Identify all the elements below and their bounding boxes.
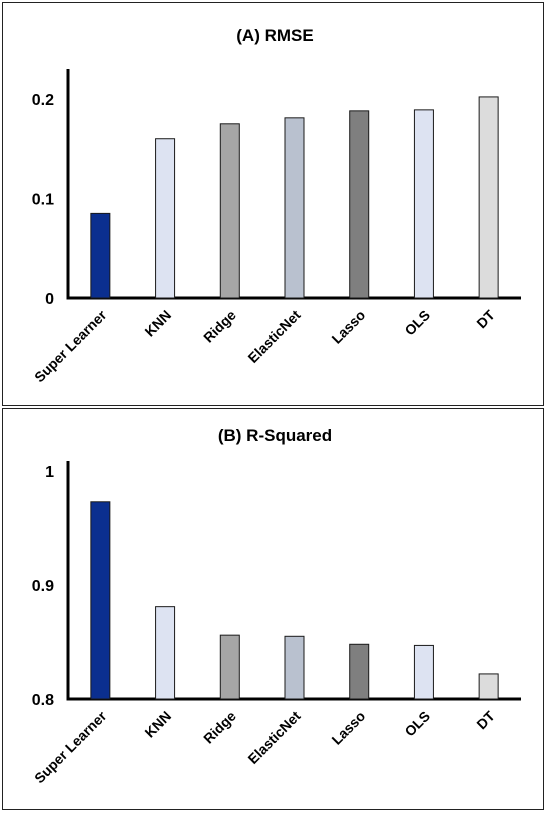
- rmse-chart-panel: (A) RMSE 0 0.1 0.2 Super Learner KNN Ridge Elas…: [2, 2, 544, 406]
- rmse-bar-super-learner: [90, 212, 111, 299]
- rmse-y-tick-label: 0: [45, 291, 54, 308]
- r2-bar-super-learner: [90, 501, 111, 700]
- r2-y-tick-label: 0.9: [32, 578, 54, 595]
- rmse-category-label: ElasticNet: [244, 307, 303, 366]
- rmse-category-label: DT: [473, 306, 498, 331]
- rmse-category-label: OLS: [401, 307, 433, 339]
- r2-category-label: Super Learner: [31, 707, 110, 786]
- rmse-chart-title: (A) RMSE: [236, 26, 313, 45]
- r2-category-label: DT: [473, 707, 498, 732]
- rmse-y-tick-label: 0.1: [32, 191, 54, 208]
- r2-bar-elasticnet: [284, 635, 305, 700]
- r2-bar-ols: [413, 644, 434, 700]
- rmse-bar-elasticnet: [284, 117, 305, 299]
- rmse-bar-ridge: [219, 123, 240, 299]
- rmse-category-label: Ridge: [200, 307, 239, 346]
- r2-bar-dt: [478, 673, 499, 700]
- r2-category-label: Ridge: [200, 708, 239, 747]
- r2-bar-lasso: [349, 643, 370, 700]
- rmse-bar-lasso: [349, 110, 370, 299]
- rmse-category-label: Lasso: [328, 307, 368, 347]
- rmse-category-label: Super Learner: [31, 306, 110, 385]
- r2-chart-title: (B) R-Squared: [218, 426, 332, 445]
- rmse-category-label: KNN: [141, 307, 174, 340]
- r2-bar-ridge: [219, 634, 240, 700]
- r2-y-tick-label: 1: [45, 464, 54, 481]
- rmse-bar-ols: [413, 109, 434, 299]
- r-squared-chart-panel: (B) R-Squared 0.8 0.9 1 Super Learner KNN Ridg…: [2, 408, 544, 810]
- r-squared-chart: (B) R-Squared 0.8 0.9 1 Super Learner KNN Ridg…: [31, 426, 521, 786]
- r2-category-label: KNN: [141, 708, 174, 741]
- rmse-bar-knn: [155, 138, 176, 299]
- rmse-y-tick-label: 0.2: [32, 92, 54, 109]
- r2-bar-knn: [155, 606, 176, 700]
- r2-category-label: Lasso: [328, 708, 368, 748]
- r2-category-label: OLS: [401, 708, 433, 740]
- r2-category-label: ElasticNet: [244, 708, 303, 767]
- rmse-chart: (A) RMSE 0 0.1 0.2 Super Learner KNN Ridge Elas…: [31, 26, 521, 385]
- rmse-bar-dt: [478, 96, 499, 299]
- r2-y-tick-label: 0.8: [32, 692, 54, 709]
